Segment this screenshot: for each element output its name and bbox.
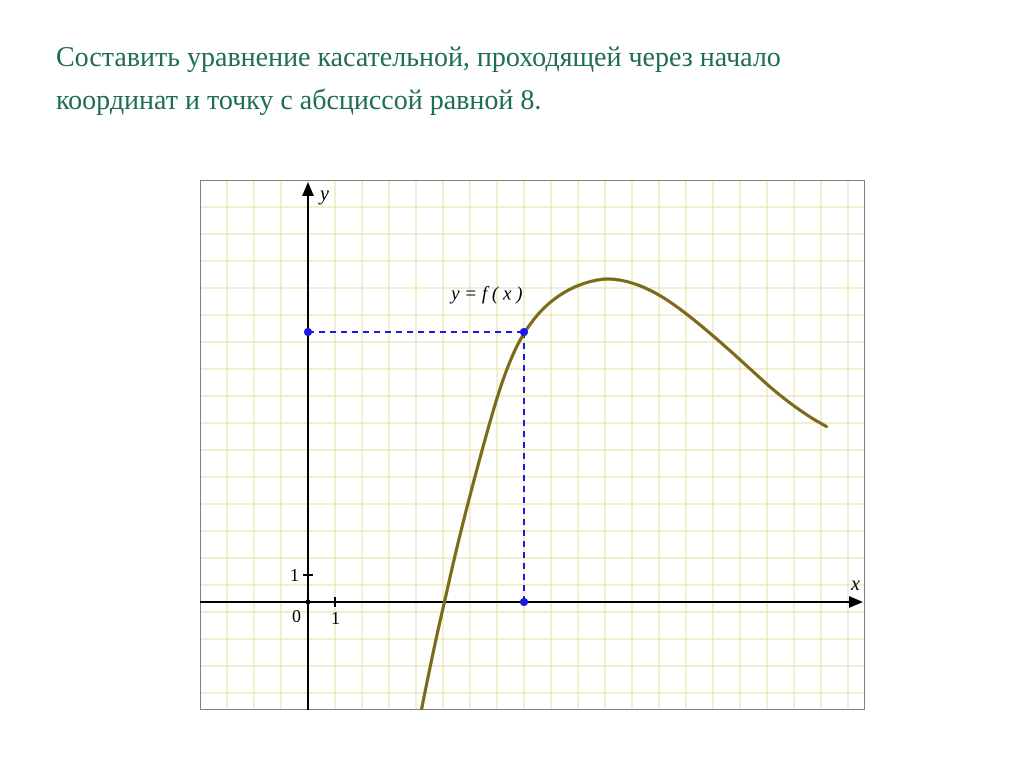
title-line-2: координат и точку с абсциссой равной 8. bbox=[56, 85, 541, 116]
function-chart: x y 0 1 1 y = f ( x ) bbox=[200, 180, 865, 710]
svg-text:0: 0 bbox=[292, 606, 301, 626]
title-line-1: Составить уравнение касательной, проходя… bbox=[56, 42, 781, 73]
slide: Составить уравнение касательной, проходя… bbox=[0, 0, 1024, 767]
chart-container: x y 0 1 1 y = f ( x ) bbox=[200, 180, 865, 715]
svg-text:1: 1 bbox=[331, 608, 340, 628]
slide-title: Составить уравнение касательной, проходя… bbox=[56, 36, 968, 123]
svg-text:y = f ( x ): y = f ( x ) bbox=[449, 284, 522, 305]
svg-text:x: x bbox=[850, 573, 860, 595]
svg-text:1: 1 bbox=[290, 565, 299, 585]
svg-text:y: y bbox=[318, 183, 329, 205]
